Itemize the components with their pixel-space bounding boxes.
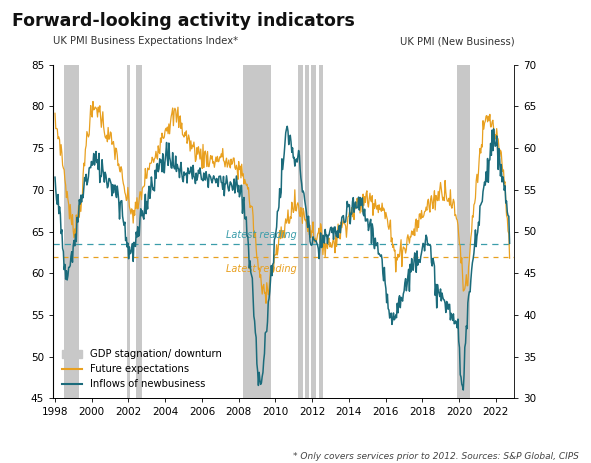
Text: Forward-looking activity indicators: Forward-looking activity indicators (12, 12, 355, 30)
Bar (311, 65, 316, 398)
Legend: GDP stagnation/ downturn, Future expectations, Inflows of newbusiness: GDP stagnation/ downturn, Future expecta… (58, 345, 226, 393)
Bar (461, 65, 470, 398)
Bar (126, 65, 131, 398)
Bar (457, 65, 461, 398)
Bar (243, 65, 271, 398)
Bar (136, 65, 142, 398)
Bar (305, 65, 310, 398)
Bar (319, 65, 323, 398)
Bar (64, 65, 79, 398)
Text: UK PMI Business Expectations Index*: UK PMI Business Expectations Index* (53, 37, 238, 46)
Bar (298, 65, 303, 398)
Text: UK PMI (New Business): UK PMI (New Business) (400, 37, 514, 46)
Text: Latest reading: Latest reading (226, 230, 297, 240)
Text: * Only covers services prior to 2012. Sources: S&P Global, CIPS: * Only covers services prior to 2012. So… (293, 452, 579, 461)
Text: Latest reading: Latest reading (226, 263, 297, 274)
